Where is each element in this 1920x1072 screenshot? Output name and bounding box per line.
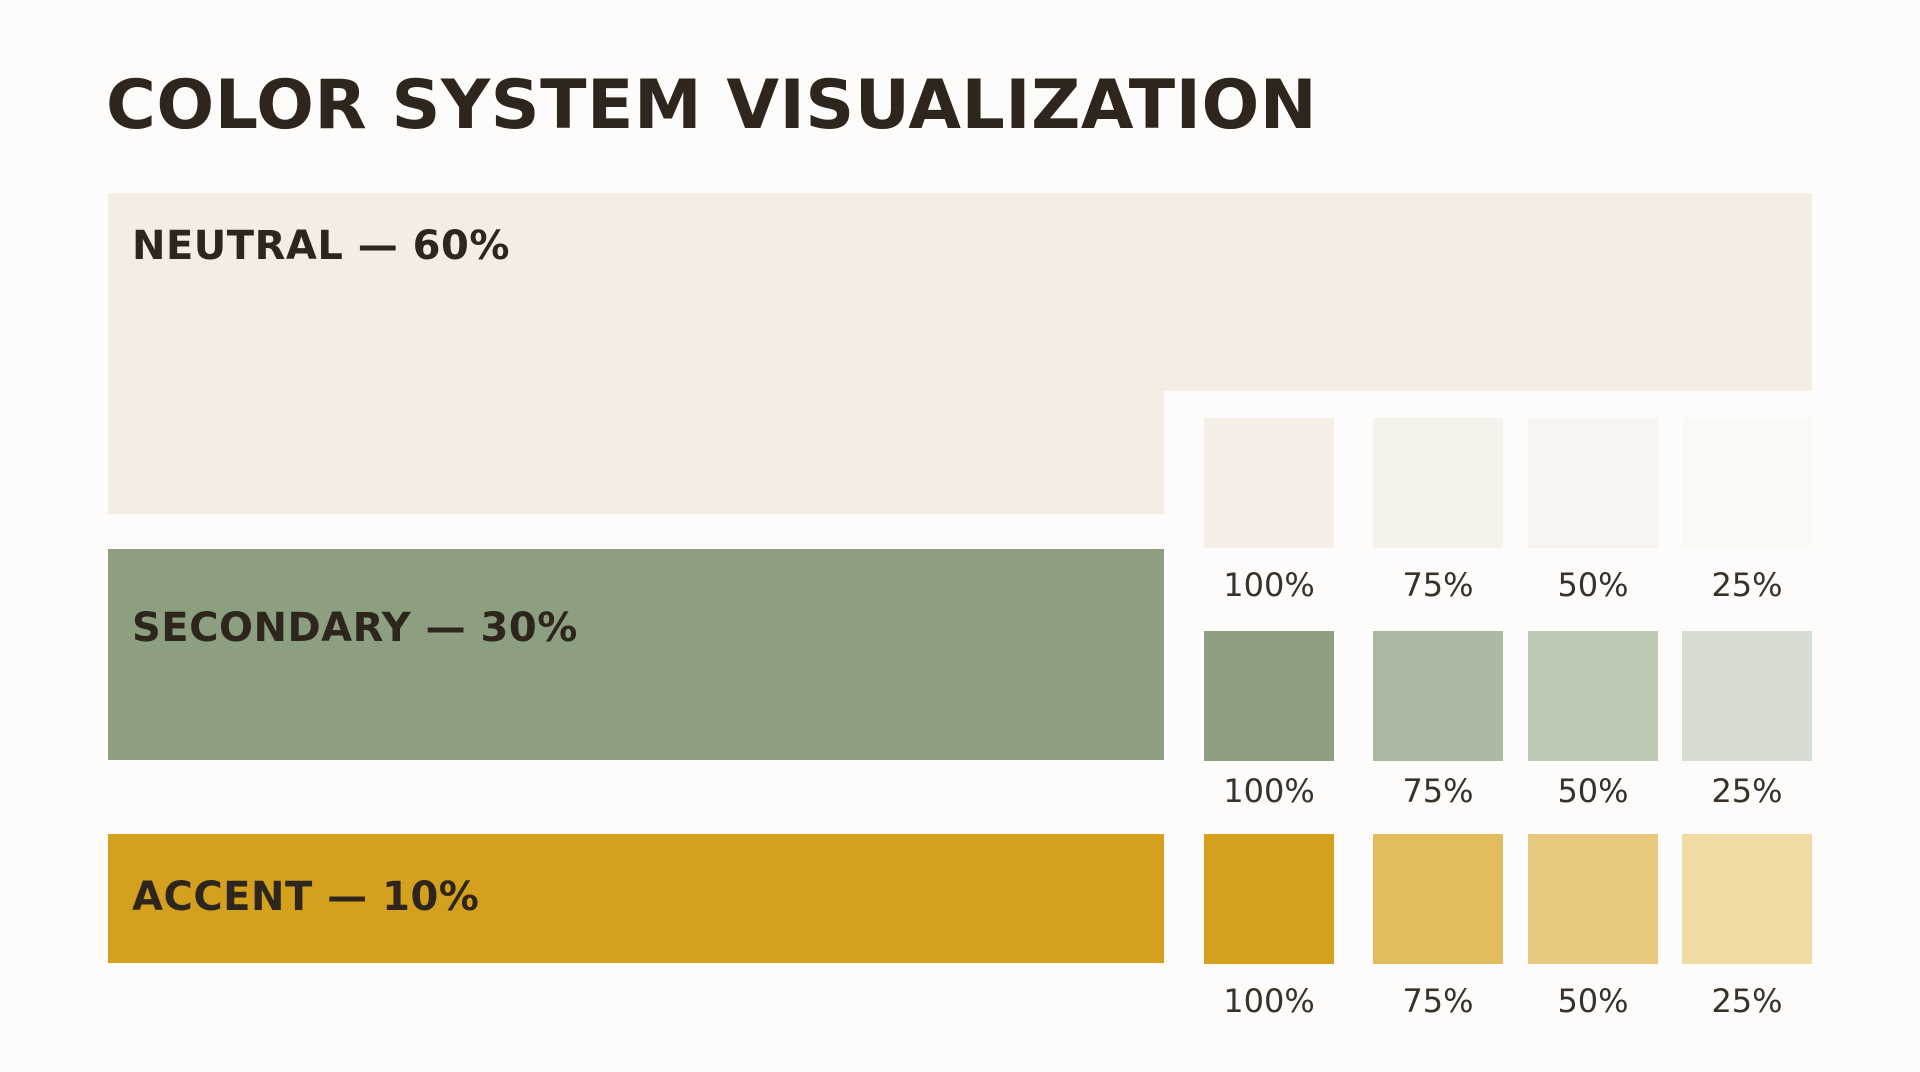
neutral-swatch-25-label: 25% xyxy=(1711,566,1783,604)
secondary-band: SECONDARY — 30% xyxy=(108,549,1164,760)
neutral-swatch-50-label: 50% xyxy=(1557,566,1629,604)
neutral-swatch-100-label: 100% xyxy=(1223,566,1315,604)
neutral-swatch-25 xyxy=(1682,418,1812,548)
neutral-swatch-100 xyxy=(1204,418,1334,548)
neutral-swatch-50 xyxy=(1528,418,1658,548)
accent-swatch-75-label: 75% xyxy=(1402,982,1474,1020)
accent-swatch-100 xyxy=(1204,834,1334,964)
neutral-swatch-75-label: 75% xyxy=(1402,566,1474,604)
accent-swatch-50 xyxy=(1528,834,1658,964)
accent-swatch-75 xyxy=(1373,834,1503,964)
neutral-band: NEUTRAL — 60% xyxy=(108,193,1812,514)
secondary-swatch-25 xyxy=(1682,631,1812,761)
secondary-swatch-75 xyxy=(1373,631,1503,761)
secondary-swatch-100-label: 100% xyxy=(1223,772,1315,810)
accent-swatch-50-label: 50% xyxy=(1557,982,1629,1020)
neutral-band-label: NEUTRAL — 60% xyxy=(132,223,510,269)
accent-swatch-100-label: 100% xyxy=(1223,982,1315,1020)
secondary-swatch-75-label: 75% xyxy=(1402,772,1474,810)
secondary-swatch-50 xyxy=(1528,631,1658,761)
page-title: COLOR SYSTEM VISUALIZATION xyxy=(106,66,1318,145)
secondary-swatch-25-label: 25% xyxy=(1711,772,1783,810)
secondary-swatch-100 xyxy=(1204,631,1334,761)
neutral-swatch-75 xyxy=(1373,418,1503,548)
accent-swatch-25-label: 25% xyxy=(1711,982,1783,1020)
accent-swatch-25 xyxy=(1682,834,1812,964)
secondary-band-label: SECONDARY — 30% xyxy=(132,605,578,651)
accent-band-label: ACCENT — 10% xyxy=(132,874,480,920)
accent-band: ACCENT — 10% xyxy=(108,834,1164,963)
secondary-swatch-50-label: 50% xyxy=(1557,772,1629,810)
